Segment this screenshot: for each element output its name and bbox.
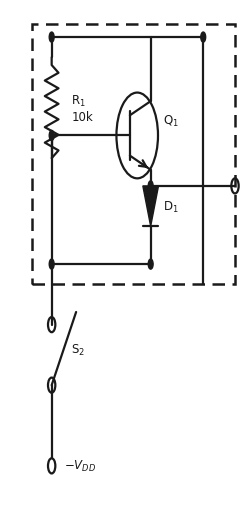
Circle shape	[148, 182, 153, 191]
Text: D$_1$: D$_1$	[164, 199, 179, 214]
Circle shape	[148, 260, 153, 270]
Circle shape	[49, 131, 54, 141]
Text: S$_2$: S$_2$	[71, 343, 85, 358]
Circle shape	[49, 33, 54, 43]
Text: Q$_1$: Q$_1$	[163, 114, 179, 129]
Polygon shape	[143, 186, 158, 227]
Text: $-V_{DD}$: $-V_{DD}$	[64, 459, 96, 473]
Text: R$_1$
10k: R$_1$ 10k	[71, 94, 93, 124]
Circle shape	[201, 33, 206, 43]
Circle shape	[49, 260, 54, 270]
